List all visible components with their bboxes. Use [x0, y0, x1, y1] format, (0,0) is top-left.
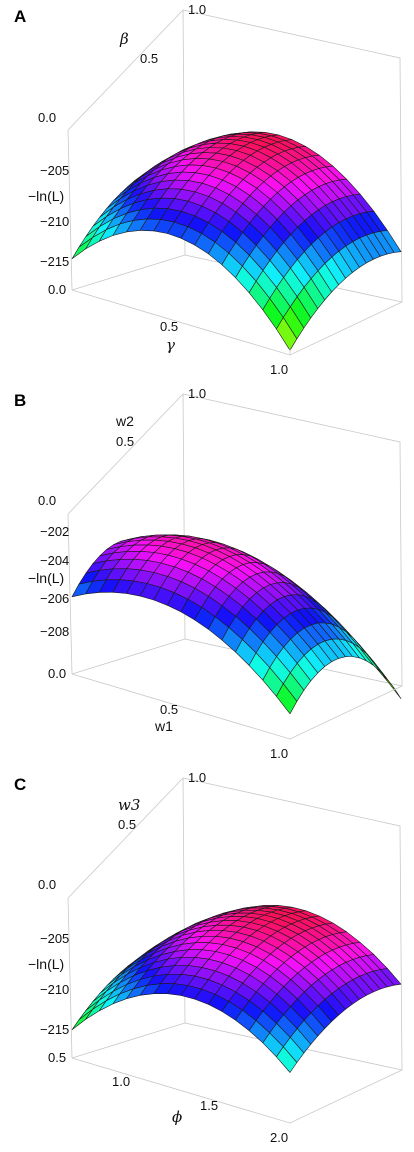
y-tick-label: 0.5	[140, 51, 158, 66]
x-tick-label: 0.5	[160, 702, 178, 717]
x-tick-label: 1.0	[112, 1074, 130, 1089]
surface-mesh-c	[71, 905, 402, 1073]
panel-label-c: C	[14, 775, 26, 794]
x-axis-label: w1	[154, 718, 173, 734]
surface-patch	[71, 237, 93, 260]
z-axis-label: −ln(L)	[28, 570, 64, 586]
z-tick-label: −210	[40, 982, 69, 997]
y-tick-label: 0.5	[116, 434, 134, 449]
y-tick-label: 1.0	[188, 386, 206, 401]
z-tick-label: −205	[40, 163, 69, 178]
surface-patch	[276, 317, 298, 351]
z-tick-label: −202	[40, 524, 69, 539]
z-tick-label: −208	[40, 624, 69, 639]
chart-panel-a: A 1.0 0.5 0.0 β −205 −ln(L) −210 −215 0.…	[0, 0, 414, 384]
surface-mesh-b	[71, 534, 402, 715]
surface-plot-c: C 1.0 w3 0.5 0.0 −205 −ln(L) −210 −215 0…	[14, 770, 403, 1145]
z-tick-label: −210	[40, 214, 69, 229]
y-tick-label: 0.5	[118, 817, 136, 832]
x-tick-label: 1.0	[270, 746, 288, 761]
x-tick-label: 0.0	[48, 282, 66, 297]
panel-label-a: A	[14, 7, 26, 26]
surface-plot-b: B 1.0 0.5 w2 0.0 −202 −204 −ln(L) −206 −…	[14, 386, 403, 761]
x-tick-label: 1.0	[270, 362, 288, 377]
y-tick-label: 0.0	[38, 877, 56, 892]
surface-mesh-a	[71, 131, 402, 351]
z-tick-label: −206	[40, 591, 69, 606]
z-axis-label: −ln(L)	[28, 956, 64, 972]
z-tick-label: −215	[40, 254, 69, 269]
y-tick-label: 1.0	[188, 770, 206, 785]
bounding-box-front	[71, 673, 403, 740]
panel-label-b: B	[14, 391, 26, 410]
x-axis-label: ϕ	[172, 1108, 182, 1126]
surface-patch	[276, 683, 298, 715]
y-axis-label: β	[119, 30, 129, 48]
bounding-box-front	[71, 289, 403, 356]
x-tick-label: 0.5	[48, 1050, 66, 1065]
bounding-box-front	[71, 1057, 403, 1124]
surface-plot-a: A 1.0 0.5 0.0 β −205 −ln(L) −210 −215 0.…	[14, 2, 403, 377]
x-axis-label: γ	[166, 336, 175, 354]
x-tick-label: 0.0	[48, 666, 66, 681]
z-tick-label: −215	[40, 1022, 69, 1037]
y-tick-label: 0.0	[38, 493, 56, 508]
surface-patch	[276, 1046, 298, 1073]
z-tick-label: −205	[40, 931, 69, 946]
z-axis-label: −ln(L)	[28, 188, 64, 204]
surface-patch	[71, 1009, 93, 1031]
chart-panel-c: C 1.0 w3 0.5 0.0 −205 −ln(L) −210 −215 0…	[0, 768, 414, 1152]
y-tick-label: 0.0	[38, 110, 56, 125]
y-axis-label: w2	[115, 413, 134, 429]
y-axis-label: w3	[118, 796, 140, 814]
x-tick-label: 0.5	[160, 319, 178, 334]
y-tick-label: 1.0	[188, 2, 206, 17]
z-tick-label: −204	[40, 553, 69, 568]
chart-panel-b: B 1.0 0.5 w2 0.0 −202 −204 −ln(L) −206 −…	[0, 384, 414, 768]
x-tick-label: 1.5	[200, 1098, 218, 1113]
x-tick-label: 2.0	[270, 1130, 288, 1145]
